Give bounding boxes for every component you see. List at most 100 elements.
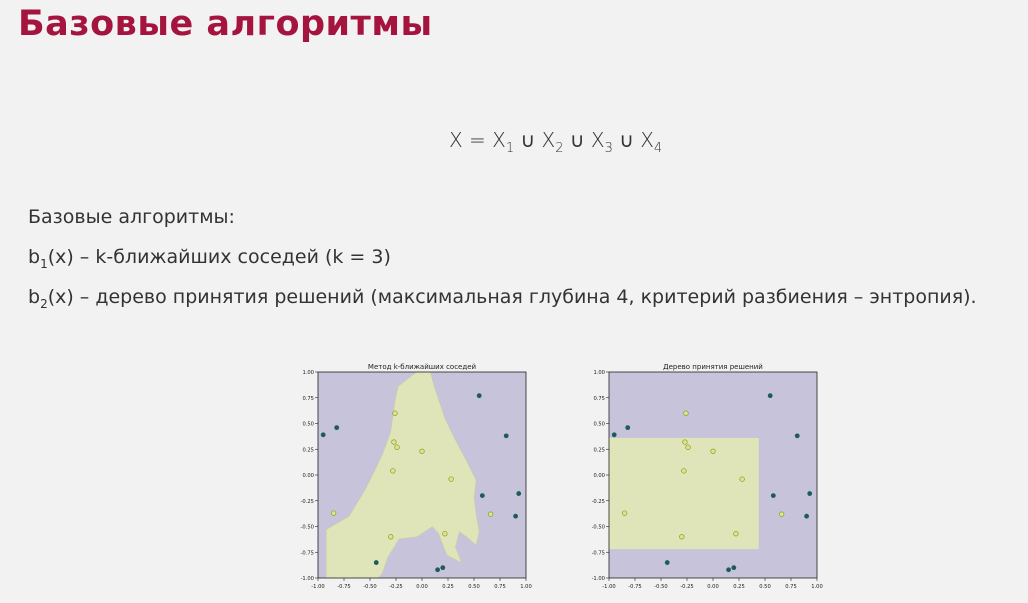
class-0-point <box>726 567 731 573</box>
knn-region-class-1 <box>326 371 480 579</box>
y-tick-label: 0.50 <box>302 422 314 428</box>
union-symbol: ∪ <box>619 128 634 152</box>
x-tick-label: -0.50 <box>363 584 376 590</box>
union-symbol: ∪ <box>569 128 585 152</box>
class-1-point <box>682 439 688 445</box>
y-tick-label: -0.50 <box>592 525 605 531</box>
class-0-point <box>804 513 809 519</box>
x-tick-label: 0.25 <box>442 584 454 590</box>
class-0-point <box>334 425 340 431</box>
x-tick-label: -0.75 <box>337 584 350 590</box>
x-tick-label: -0.75 <box>628 584 641 590</box>
y-tick-label: 1.00 <box>302 370 314 376</box>
x-tick-label: -0.25 <box>680 584 693 590</box>
y-tick-label: 0.50 <box>593 422 605 428</box>
class-0-point <box>440 565 446 571</box>
formula-lhs: X = X <box>449 128 506 152</box>
class-1-point <box>330 510 337 516</box>
y-tick-label: 0.25 <box>593 447 605 453</box>
class-1-point <box>621 510 628 516</box>
class-0-point <box>664 560 670 565</box>
algo-description: (x) – дерево принятия решений (максималь… <box>47 286 977 308</box>
y-tick-label: -0.50 <box>301 525 314 531</box>
class-0-point <box>476 393 482 399</box>
x-tick-label: 0.00 <box>707 584 719 590</box>
y-tick-label: -1.00 <box>301 576 314 582</box>
plot-title: Дерево принятия решений <box>663 363 763 371</box>
x-tick-label: 0.50 <box>759 584 771 590</box>
algorithms-heading: Базовые алгоритмы: <box>28 206 235 228</box>
class-0-point <box>770 493 776 498</box>
x-tick-label: -0.50 <box>654 584 667 590</box>
class-1-point <box>442 531 448 537</box>
class-0-point <box>320 432 326 438</box>
y-tick-label: -0.25 <box>301 499 314 505</box>
class-1-point <box>394 444 400 450</box>
class-1-point <box>448 476 454 482</box>
x-tick-label: 0.50 <box>468 584 480 590</box>
y-tick-label: 0.00 <box>302 473 314 479</box>
formula-sub-1: 1 <box>505 141 515 156</box>
class-1-point <box>390 468 396 474</box>
x-tick-label: -0.25 <box>389 584 402 590</box>
y-tick-label: 0.25 <box>302 447 314 453</box>
class-1-point <box>391 439 397 445</box>
class-1-point <box>487 511 494 517</box>
class-0-point <box>611 432 617 438</box>
algo-index: 2 <box>40 296 48 311</box>
class-0-point <box>503 433 509 439</box>
class-1-point <box>681 468 687 474</box>
class-1-point <box>710 448 716 454</box>
y-tick-label: 0.00 <box>593 473 605 479</box>
algo-index: 1 <box>40 256 48 271</box>
y-tick-label: -0.75 <box>301 550 314 556</box>
tree-decision-plot: Дерево принятия решений -1.00 -0.75 -0.50 -0… <box>592 363 823 590</box>
x-tick-label: 0.25 <box>733 584 745 590</box>
class-0-point <box>479 493 485 498</box>
x-tick-label: -1.00 <box>602 584 615 590</box>
y-tick-label: 0.75 <box>593 396 605 402</box>
class-0-point <box>625 425 631 431</box>
slide-title: Базовые алгоритмы <box>18 4 433 44</box>
class-0-point <box>513 513 518 519</box>
class-0-point <box>767 393 773 399</box>
y-tick-label: -1.00 <box>592 576 605 582</box>
class-1-point <box>739 476 745 482</box>
x-tick-label: 0.75 <box>494 584 506 590</box>
algorithm-line-knn: b1(x) – k-ближайших соседей (k = 3) <box>28 246 391 271</box>
x-tick-label: 0.00 <box>416 584 428 590</box>
class-1-point <box>679 534 685 540</box>
class-0-point <box>731 565 737 571</box>
y-tick-label: -0.25 <box>592 499 605 505</box>
algo-description: (x) – k-ближайших соседей (k = 3) <box>47 246 391 268</box>
x-tick-label: -1.00 <box>311 584 324 590</box>
y-tick-label: 0.75 <box>302 396 314 402</box>
union-symbol: ∪ <box>520 128 536 152</box>
y-tick-label: 1.00 <box>593 370 605 376</box>
tree-region-class-1 <box>609 437 759 550</box>
algo-symbol: b <box>28 286 41 308</box>
formula-sub-4: 4 <box>653 141 663 156</box>
class-1-point <box>392 410 398 416</box>
x-tick-label: 1.00 <box>520 584 532 590</box>
union-formula: X = X1 ∪ X2 ∪ X3 ∪ X4 <box>449 128 663 156</box>
knn-decision-plot: Метод k-ближайших соседей -1.00 -0.75 -0.50… <box>301 363 532 590</box>
class-0-point <box>807 491 813 496</box>
formula-sub-2: 2 <box>555 141 564 156</box>
class-0-point <box>516 491 522 496</box>
class-1-point <box>388 534 394 540</box>
class-0-point <box>794 433 800 439</box>
formula-sub-3: 3 <box>604 141 613 156</box>
y-tick-label: -0.75 <box>592 550 605 556</box>
class-1-point <box>683 410 689 416</box>
class-0-point <box>435 567 440 573</box>
plot-title: Метод k-ближайших соседей <box>368 363 476 371</box>
class-1-point <box>419 448 425 454</box>
algo-symbol: b <box>28 246 41 268</box>
class-1-point <box>778 511 785 517</box>
class-1-point <box>685 444 691 450</box>
x-tick-label: 1.00 <box>811 584 823 590</box>
class-1-point <box>733 531 739 537</box>
x-tick-label: 0.75 <box>785 584 797 590</box>
class-0-point <box>373 560 379 565</box>
